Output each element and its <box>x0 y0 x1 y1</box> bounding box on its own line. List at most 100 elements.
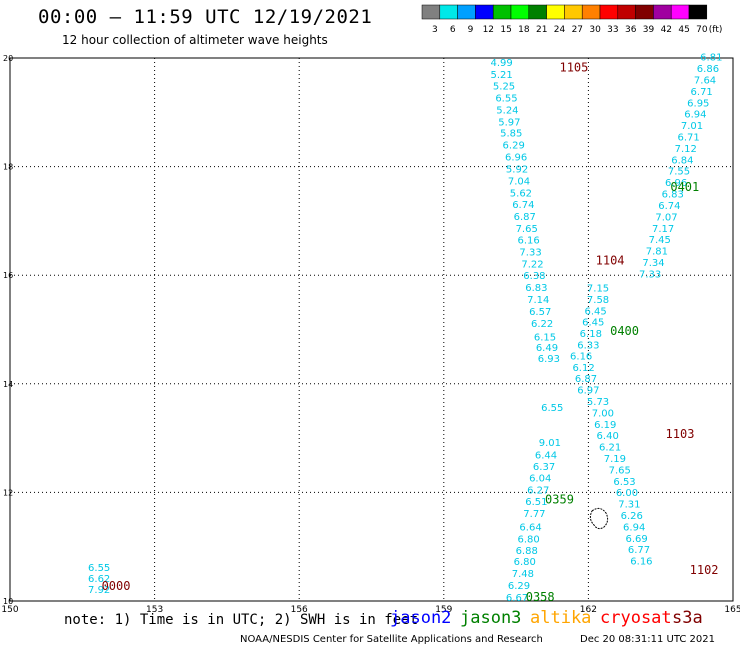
swh-point-label: 7.92 <box>88 585 110 596</box>
swh-point-label: 7.33 <box>519 248 541 259</box>
swh-point-label: 7.34 <box>642 258 664 269</box>
swh-point-label: 7.65 <box>516 224 538 235</box>
swh-point-label: 7.64 <box>694 76 716 87</box>
swh-point-label: 6.81 <box>700 53 722 64</box>
swh-point-label: 6.84 <box>671 155 693 166</box>
swh-point-label: 6.67 <box>506 593 528 604</box>
swh-point-label: 6.16 <box>517 236 539 247</box>
swh-point-label: 6.53 <box>613 477 635 488</box>
swh-point-label: 6.69 <box>625 534 647 545</box>
swh-point-label: 6.55 <box>541 403 563 414</box>
swh-point-label: 7.15 <box>587 283 609 294</box>
swh-point-label: 6.16 <box>630 557 652 568</box>
swh-point-label: 6.96 <box>665 178 687 189</box>
colorbar-label: 33 <box>607 25 618 35</box>
swh-point-label: 5.73 <box>587 397 609 408</box>
colorbar-label: 70 <box>696 25 708 35</box>
swh-point-label: 6.64 <box>519 522 541 533</box>
swh-point-label: 6.57 <box>529 307 551 318</box>
swh-point-label: 7.07 <box>655 212 677 223</box>
colorbar-swatch <box>510 4 530 20</box>
swh-point-label: 6.80 <box>517 534 539 545</box>
swh-point-label: 7.33 <box>639 269 661 280</box>
swh-point-label: 6.29 <box>508 581 530 592</box>
swh-point-label: 5.62 <box>510 188 532 199</box>
colorbar-label: 30 <box>589 25 601 35</box>
colorbar-swatch <box>653 4 672 20</box>
colorbar-swatch <box>439 4 458 20</box>
swh-point-label: 5.21 <box>491 70 513 81</box>
swh-point-label: 6.55 <box>495 93 517 104</box>
lon-tick-label: 153 <box>146 605 163 615</box>
colorbar-label: 12 <box>483 25 494 35</box>
colorbar-swatch <box>635 4 654 20</box>
swh-point-label: 6.33 <box>577 341 599 352</box>
swh-point-label: 6.74 <box>512 200 534 211</box>
footer-timestamp: Dec 20 08:31:11 UTC 2021 <box>580 634 715 645</box>
swh-point-label: 7.58 <box>587 295 609 306</box>
swh-point-label: 6.37 <box>533 462 555 473</box>
swh-point-label: 5.25 <box>493 81 515 92</box>
legend-s3a: s3a <box>672 608 703 628</box>
colorbar-swatch <box>475 4 494 20</box>
swh-point-label: 6.93 <box>538 354 560 365</box>
lon-tick-label: 162 <box>580 605 597 615</box>
swh-point-label: 7.19 <box>604 454 626 465</box>
swh-point-label: 6.62 <box>88 574 110 585</box>
swh-point-label: 7.65 <box>609 465 631 476</box>
colorbar-label: 6 <box>450 25 456 35</box>
colorbar-label: 9 <box>468 25 474 35</box>
legend-altika: altika <box>530 608 592 628</box>
swh-point-label: 6.22 <box>531 319 553 330</box>
legend-jason2: jason2 <box>390 608 452 628</box>
pass-time-label: 0401 <box>670 180 699 194</box>
swh-point-label: 7.31 <box>618 500 640 511</box>
swh-point-label: 6.18 <box>580 329 602 340</box>
colorbar-swatch <box>617 4 636 20</box>
lon-tick-label: 156 <box>291 605 308 615</box>
swh-point-label: 6.29 <box>503 141 525 152</box>
colorbar-swatch <box>546 4 565 20</box>
colorbar-unit: (ft) <box>709 25 723 35</box>
swh-point-label: 7.12 <box>675 144 697 155</box>
pass-time-label: 1103 <box>666 427 695 441</box>
swh-point-label: 6.80 <box>514 557 536 568</box>
swh-point-label: 6.95 <box>687 98 709 109</box>
colorbar-label: 18 <box>518 25 530 35</box>
colorbar-label: 24 <box>554 25 566 35</box>
swh-point-label: 6.83 <box>662 190 684 201</box>
swh-point-label: 6.45 <box>582 318 604 329</box>
swh-point-label: 9.01 <box>539 438 561 449</box>
colorbar-swatch <box>564 4 583 20</box>
colorbar-label: 39 <box>643 25 655 35</box>
colorbar-label: 21 <box>536 25 547 35</box>
swh-point-label: 7.17 <box>652 224 674 235</box>
pass-time-label: 1105 <box>559 61 588 75</box>
swh-point-label: 6.38 <box>523 271 545 282</box>
swh-point-label: 6.77 <box>628 545 650 556</box>
swh-point-label: 6.12 <box>572 363 594 374</box>
swh-point-label: 6.86 <box>697 64 719 75</box>
swh-point-label: 7.04 <box>508 177 530 188</box>
swh-point-label: 6.97 <box>577 386 599 397</box>
swh-point-label: 6.96 <box>505 153 527 164</box>
lat-tick-label: 12 <box>3 488 13 497</box>
colorbar-label: 15 <box>500 25 511 35</box>
swh-point-label: 7.14 <box>527 295 549 306</box>
plot-frame <box>9 57 734 602</box>
swh-point-label: 7.00 <box>592 408 614 419</box>
pass-time-label: 0000 <box>102 579 131 593</box>
swh-point-label: 6.00 <box>616 488 638 499</box>
legend-jason3: jason3 <box>460 608 522 628</box>
legend-cryosat: cryosat <box>600 608 672 628</box>
swh-point-label: 6.94 <box>684 110 706 121</box>
lat-tick-label: 16 <box>3 271 13 280</box>
page-title: 00:00 – 11:59 UTC 12/19/2021 <box>38 6 373 28</box>
swh-point-label: 6.88 <box>516 546 538 557</box>
swh-point-label: 6.71 <box>691 87 713 98</box>
swh-point-label: 6.44 <box>535 451 557 462</box>
lat-tick-label: 18 <box>3 163 13 172</box>
legend-note: note: 1) Time is in UTC; 2) SWH is in fe… <box>64 612 419 628</box>
lat-tick-label: 14 <box>3 380 13 389</box>
